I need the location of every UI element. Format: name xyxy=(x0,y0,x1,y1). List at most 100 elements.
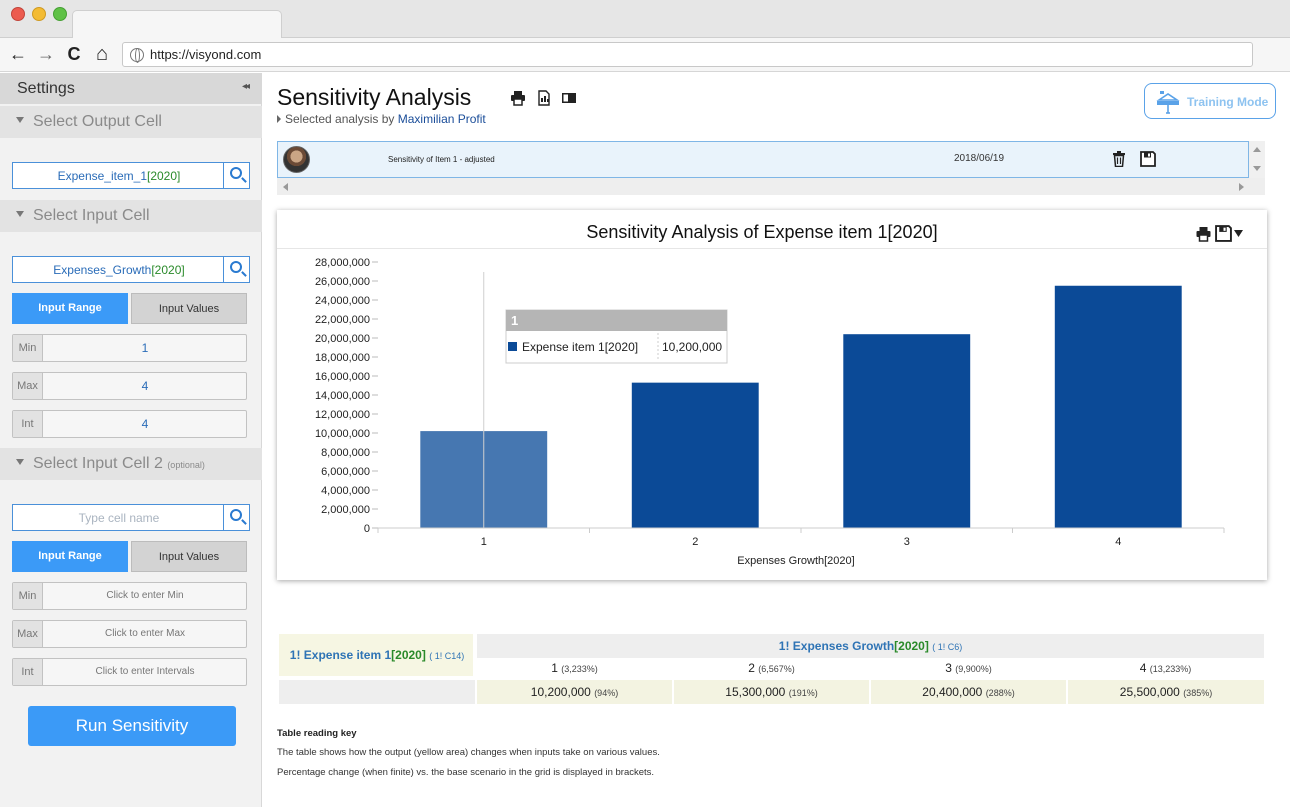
min-field[interactable]: Min 1 xyxy=(12,334,247,362)
reload-icon[interactable]: C xyxy=(67,44,81,64)
chart-title: Sensitivity Analysis of Expense item 1[2… xyxy=(586,222,938,242)
horizontal-scrollbar[interactable] xyxy=(277,178,1265,195)
bar[interactable] xyxy=(843,334,971,528)
chart-menu-chevron-down-icon[interactable] xyxy=(1234,230,1243,237)
forward-arrow-icon[interactable]: → xyxy=(37,44,55,64)
chart-print-icon[interactable] xyxy=(1195,226,1212,242)
address-bar[interactable]: https://visyond.com xyxy=(122,42,1253,67)
home-icon[interactable]: ⌂ xyxy=(95,43,109,65)
max-field[interactable]: Max 4 xyxy=(12,372,247,400)
x-tick-label: 3 xyxy=(904,536,910,548)
run-sensitivity-button[interactable]: Run Sensitivity xyxy=(28,706,236,746)
y-tick-label: 12,000,000 xyxy=(315,409,370,421)
minimize-window-button[interactable] xyxy=(32,7,46,21)
vertical-scrollbar[interactable] xyxy=(1249,141,1265,178)
report-icon[interactable] xyxy=(536,90,552,106)
int-field[interactable]: Int 4 xyxy=(12,410,247,438)
input-cell-search-button[interactable] xyxy=(223,257,249,282)
y-tick-label: 26,000,000 xyxy=(315,276,370,288)
int-2-field[interactable]: Int Click to enter Intervals xyxy=(12,658,247,686)
input-cell-2-section-header[interactable]: Select Input Cell 2 (optional) xyxy=(0,448,262,480)
maximize-window-button[interactable] xyxy=(53,7,67,21)
input-cell-2-input[interactable]: Type cell name xyxy=(12,504,250,531)
input-range-tab[interactable]: Input Range xyxy=(12,293,128,324)
book-icon[interactable] xyxy=(561,90,577,106)
min-value[interactable]: 1 xyxy=(141,341,149,355)
tooltip-series: Expense item 1[2020] xyxy=(522,340,638,354)
table-input-value: 4 (13,233%) xyxy=(1139,661,1192,675)
page-title: Sensitivity Analysis xyxy=(277,84,472,110)
scroll-right-icon[interactable] xyxy=(1239,183,1244,191)
collapse-triangle-icon xyxy=(16,459,24,465)
x-tick-label: 2 xyxy=(692,536,698,548)
min-label: Min xyxy=(13,335,43,361)
selected-by-line: Selected analysis by Maximilian Profit xyxy=(277,112,486,126)
output-cell-input[interactable]: Expense_item_1[2020] xyxy=(12,162,250,189)
output-cell-header: 1! Expense item 1[2020] ( 1! C14) xyxy=(279,634,475,678)
print-icon[interactable] xyxy=(510,90,526,106)
min-2-placeholder[interactable]: Click to enter Min xyxy=(106,590,184,601)
int-2-placeholder[interactable]: Click to enter Intervals xyxy=(95,666,195,677)
input-cell-header: 1! Expenses Growth[2020] ( 1! C6) xyxy=(477,634,1264,658)
y-tick-label: 16,000,000 xyxy=(315,371,370,383)
table-input-value: 3 (9,900%) xyxy=(945,661,992,675)
input-cell-2-search-button[interactable] xyxy=(223,505,249,530)
bar[interactable] xyxy=(1054,285,1182,528)
table-corner-cell xyxy=(279,680,475,704)
bar[interactable] xyxy=(631,382,759,528)
input-values-tab[interactable]: Input Values xyxy=(131,293,247,324)
input-cell-input[interactable]: Expenses_Growth[2020] xyxy=(12,256,250,283)
scroll-down-icon[interactable] xyxy=(1253,166,1261,171)
y-tick-label: 4,000,000 xyxy=(321,485,370,497)
close-window-button[interactable] xyxy=(11,7,25,21)
output-cell-section-title: Select Output Cell xyxy=(33,113,162,130)
selected-by-user[interactable]: Maximilian Profit xyxy=(397,112,486,126)
bar-chart: 0 2,000,000 4,000,000 6,000,000 8,000,000 10,… xyxy=(315,257,1225,567)
save-icon[interactable] xyxy=(1140,151,1156,167)
analysis-name: Sensitivity of Item 1 - adjusted xyxy=(388,155,495,164)
max-label: Max xyxy=(13,373,43,399)
chart-save-icon[interactable] xyxy=(1215,225,1232,242)
max-2-field[interactable]: Max Click to enter Max xyxy=(12,620,247,648)
max-2-placeholder[interactable]: Click to enter Max xyxy=(104,628,186,639)
analysis-date: 2018/06/19 xyxy=(954,153,1005,164)
y-tick-label: 8,000,000 xyxy=(321,447,370,459)
settings-sidebar: Settings ◂◂ Select Output Cell Expense_i… xyxy=(0,73,262,807)
chart-tooltip: 1 Expense item 1[2020] 10,200,000 xyxy=(505,309,728,364)
chart-tools xyxy=(1195,224,1245,242)
collapse-triangle-icon xyxy=(16,211,24,217)
min-2-field[interactable]: Min Click to enter Min xyxy=(12,582,247,610)
y-tick-label: 14,000,000 xyxy=(315,390,370,402)
main-content: Sensitivity Analysis Selected analysis b… xyxy=(263,73,1290,807)
table-result-cell[interactable]: 20,400,000 (288%) xyxy=(871,680,1066,704)
browser-tab[interactable] xyxy=(72,10,282,39)
table-result-cell[interactable]: 25,500,000 (385%) xyxy=(1068,680,1264,704)
input-cell-section-header[interactable]: Select Input Cell xyxy=(0,200,262,232)
input-2-values-tab[interactable]: Input Values xyxy=(131,541,247,572)
scroll-up-icon[interactable] xyxy=(1253,147,1261,152)
tooltip-value: 10,200,000 xyxy=(662,340,722,354)
max-value[interactable]: 4 xyxy=(141,379,149,393)
input-cell-value: Expenses_Growth[2020] xyxy=(53,263,185,277)
input-2-range-tab[interactable]: Input Range xyxy=(12,541,128,572)
int-value[interactable]: 4 xyxy=(141,417,149,431)
trash-icon[interactable] xyxy=(1112,151,1126,167)
y-tick-label: 28,000,000 xyxy=(315,257,370,269)
training-mode-button[interactable]: Training Mode xyxy=(1144,83,1276,119)
caret-right-icon xyxy=(277,115,281,123)
output-cell-section-header[interactable]: Select Output Cell xyxy=(0,106,262,138)
back-arrow-icon[interactable]: ← xyxy=(9,44,27,64)
output-cell-value: Expense_item_1[2020] xyxy=(57,169,181,183)
input-cell-section-title: Select Input Cell xyxy=(33,207,150,224)
table-input-value: 2 (6,567%) xyxy=(748,661,795,675)
scroll-left-icon[interactable] xyxy=(283,183,288,191)
table-result-cell[interactable]: 15,300,000 (191%) xyxy=(674,680,869,704)
y-tick-label: 0 xyxy=(364,523,370,535)
output-cell-search-button[interactable] xyxy=(223,163,249,188)
analysis-row[interactable]: Sensitivity of Item 1 - adjusted 2018/06… xyxy=(277,141,1249,178)
int-label: Int xyxy=(13,411,43,437)
chart-panel: Sensitivity Analysis of Expense item 1[2… xyxy=(277,210,1267,580)
table-result-cell[interactable]: 10,200,000 (94%) xyxy=(477,680,672,704)
tooltip-header xyxy=(506,310,727,331)
collapse-icon[interactable]: ◂◂ xyxy=(241,81,250,92)
